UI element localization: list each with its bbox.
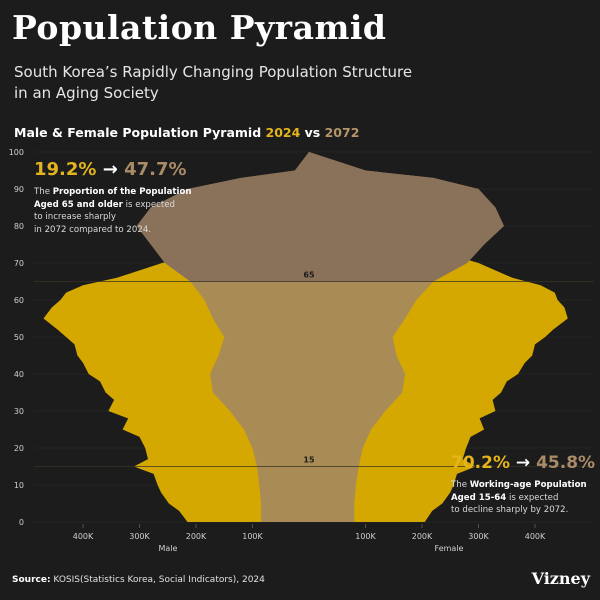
elderly-share-2072: 47.7% <box>124 159 187 180</box>
working-share-2024: 70.2% <box>451 453 510 473</box>
arrow-glyph: → <box>515 453 531 473</box>
chart-title-vs: vs <box>304 125 321 140</box>
y-tick-label: 40 <box>14 370 24 379</box>
working-desc-post: is expected <box>506 492 559 503</box>
working-desc-bold-1: Working-age Population <box>469 480 587 490</box>
chart-title-year-2072: 2072 <box>324 125 360 140</box>
elderly-desc-bold-2: Aged 65 and older <box>34 199 123 210</box>
working-desc-line-3: to decline sharply by 2072. <box>451 505 569 515</box>
working-share-2072: 45.8% <box>536 453 596 473</box>
brand-logo: Vizney <box>531 569 590 588</box>
elderly-desc-post: is expected <box>122 199 175 210</box>
y-tick-label: 70 <box>14 259 24 268</box>
x-tick-label: 300K <box>129 532 150 541</box>
x-tick-label: 400K <box>525 532 546 541</box>
arrow-glyph: → <box>102 159 118 180</box>
y-tick-label: 20 <box>14 444 24 453</box>
working-desc-bold-2: Aged 15-64 <box>451 492 507 503</box>
page-subtitle: South Korea’s Rapidly Changing Populatio… <box>14 62 414 104</box>
elderly-desc-line-3: to increase sharply <box>34 212 116 222</box>
working-age-annotation: 70.2% → 45.8% The Working-age Population… <box>451 453 596 517</box>
subtitle-line-2: in an Aging Society <box>14 84 159 102</box>
y-tick-label: 90 <box>14 185 24 194</box>
x-tick-label: 100K <box>355 532 376 541</box>
reference-label-65: 65 <box>303 271 315 280</box>
y-tick-label: 0 <box>19 518 24 527</box>
female-axis-label: Female <box>435 544 464 553</box>
elderly-desc-line-4: in 2072 compared to 2024. <box>34 224 152 235</box>
working-age-change: 70.2% → 45.8% <box>451 453 596 473</box>
elderly-change: 19.2% → 47.7% <box>34 159 204 180</box>
elderly-description: The Proportion of the Population Aged 65… <box>34 186 204 236</box>
y-tick-label: 100 <box>9 148 24 157</box>
source-note: Source: KOSIS(Statistics Korea, Social I… <box>12 575 265 585</box>
x-tick-label: 400K <box>73 532 94 541</box>
y-tick-label: 80 <box>14 222 24 231</box>
chart-title-year-2024: 2024 <box>265 125 301 140</box>
x-tick-label: 300K <box>468 532 489 541</box>
x-tick-label: 200K <box>412 532 433 541</box>
y-tick-label: 60 <box>14 296 24 305</box>
subtitle-line-1: South Korea’s Rapidly Changing Populatio… <box>14 63 413 81</box>
elderly-share-2024: 19.2% <box>34 159 97 180</box>
area-2072-65plus <box>136 152 504 282</box>
elderly-annotation: 19.2% → 47.7% The Proportion of the Popu… <box>34 159 204 236</box>
chart-title-prefix: Male & Female Population Pyramid <box>14 125 262 140</box>
y-tick-label: 30 <box>14 407 24 416</box>
page-title: Population Pyramid <box>12 8 387 47</box>
working-age-description: The Working-age Population Aged 15-64 is… <box>451 479 596 517</box>
elderly-desc-bold-1: Proportion of the Population <box>52 187 192 197</box>
elderly-desc-pre: The <box>34 187 53 197</box>
working-desc-pre: The <box>451 480 470 490</box>
male-axis-label: Male <box>159 544 178 553</box>
chart-title: Male & Female Population Pyramid 2024 vs… <box>14 125 359 140</box>
source-label: Source: <box>12 575 51 585</box>
x-tick-label: 200K <box>186 532 207 541</box>
x-tick-label: 100K <box>242 532 263 541</box>
reference-label-15: 15 <box>303 456 315 465</box>
source-text: KOSIS(Statistics Korea, Social Indicator… <box>50 575 265 585</box>
y-tick-label: 10 <box>14 481 24 490</box>
y-tick-label: 50 <box>14 333 24 342</box>
